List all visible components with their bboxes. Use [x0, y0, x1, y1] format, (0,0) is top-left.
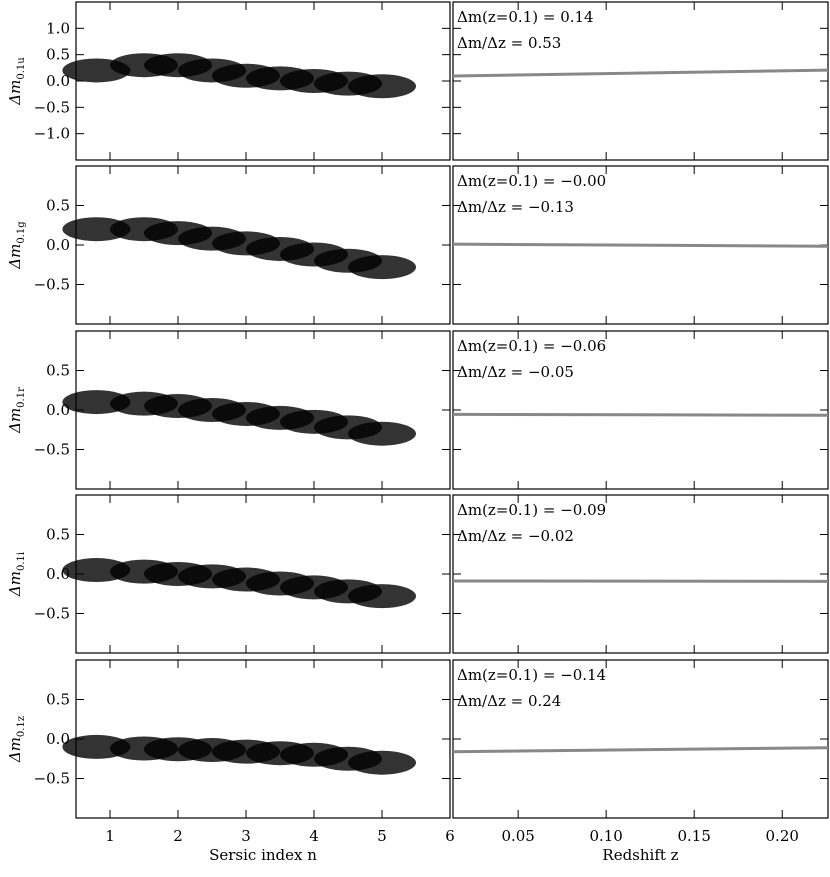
y-tick-label: 0.5	[46, 197, 70, 215]
y-tick-label: 0.5	[46, 362, 70, 380]
y-tick-label: −0.5	[34, 441, 70, 459]
y-axis-label: Δm0.1z	[6, 716, 27, 763]
x-tick-label: 6	[445, 827, 455, 845]
y-axis-label: Δm0.1g	[6, 221, 27, 270]
x-tick-label: 0.05	[501, 827, 534, 845]
y-tick-label: 1.0	[46, 19, 70, 37]
point-cloud	[348, 422, 416, 446]
x-axis-label: Sersic index n	[209, 846, 317, 864]
fit-annotation: Δm(z=0.1) = −0.09	[457, 501, 606, 519]
y-label-main: Δm	[6, 571, 24, 597]
fit-annotation: Δm(z=0.1) = −0.00	[457, 172, 606, 190]
y-label-main: Δm	[6, 737, 24, 763]
y-axis-label: Δm0.1r	[6, 387, 27, 434]
fit-line	[453, 414, 828, 415]
fit-annotation: Δm/Δz = −0.05	[457, 363, 574, 381]
y-label-sub: 0.1r	[16, 387, 27, 408]
y-label-main: Δm	[6, 408, 24, 434]
x-tick-label: 5	[377, 827, 387, 845]
x-tick-label: 0.20	[766, 827, 799, 845]
fit-line	[453, 748, 828, 752]
x-tick-label: 3	[241, 827, 251, 845]
y-label-sub: 0.1z	[16, 716, 27, 737]
fit-annotation: Δm(z=0.1) = 0.14	[457, 8, 594, 26]
x-tick-label: 0.15	[677, 827, 710, 845]
x-tick-label: 0.10	[589, 827, 622, 845]
y-tick-label: −0.5	[34, 605, 70, 623]
fit-line	[453, 244, 828, 246]
y-tick-label: 0.5	[46, 691, 70, 709]
y-axis-label: Δm0.1i	[6, 552, 27, 597]
y-axis-label: Δm0.1u	[6, 57, 27, 106]
y-tick-label: 0.5	[46, 526, 70, 544]
fit-line	[453, 70, 828, 76]
y-tick-label: −0.5	[34, 770, 70, 788]
fit-annotation: Δm(z=0.1) = −0.14	[457, 666, 606, 684]
point-cloud	[348, 584, 416, 608]
fit-annotation: Δm/Δz = −0.13	[457, 198, 574, 216]
y-label-sub: 0.1i	[16, 552, 27, 571]
y-tick-label: −0.5	[34, 98, 70, 116]
y-tick-label: 0.5	[46, 46, 70, 64]
y-tick-label: −1.0	[34, 125, 70, 143]
point-cloud	[348, 74, 416, 98]
x-axis-label: Redshift z	[602, 846, 678, 864]
y-label-main: Δm	[6, 244, 24, 270]
fit-annotation: Δm/Δz = 0.53	[457, 34, 561, 52]
point-cloud	[348, 255, 416, 279]
x-tick-label: 4	[309, 827, 319, 845]
y-label-sub: 0.1g	[16, 221, 27, 244]
x-tick-label: 1	[105, 827, 115, 845]
y-label-sub: 0.1u	[16, 57, 27, 80]
fit-annotation: Δm/Δz = −0.02	[457, 527, 574, 545]
y-tick-label: −0.5	[34, 276, 70, 294]
x-tick-label: 2	[173, 827, 183, 845]
y-tick-label: 0.0	[46, 236, 70, 254]
y-label-main: Δm	[6, 80, 24, 106]
point-cloud	[348, 751, 416, 775]
fit-annotation: Δm(z=0.1) = −0.06	[457, 337, 606, 355]
fit-annotation: Δm/Δz = 0.24	[457, 692, 561, 710]
